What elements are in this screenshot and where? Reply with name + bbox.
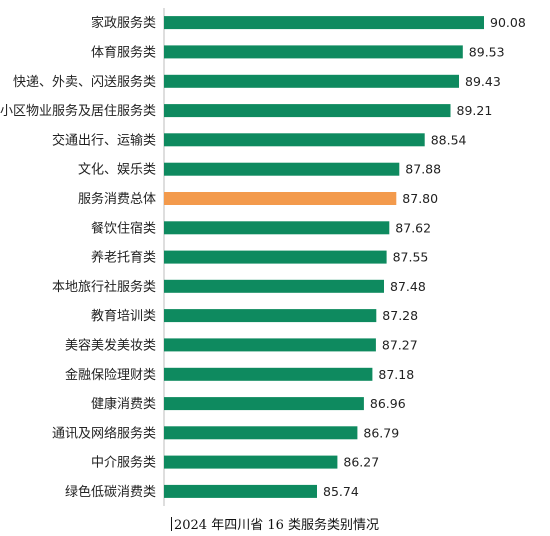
bar-3 bbox=[164, 74, 459, 88]
value-label: 87.55 bbox=[393, 250, 429, 265]
bar-8 bbox=[164, 221, 390, 235]
value-label: 86.27 bbox=[343, 455, 379, 470]
value-label: 87.28 bbox=[382, 308, 418, 323]
value-label: 87.18 bbox=[378, 367, 414, 382]
category-label: 美容美发美妆类 bbox=[65, 337, 156, 353]
value-label: 90.08 bbox=[490, 15, 526, 30]
category-label: 餐饮住宿类 bbox=[91, 220, 156, 236]
bar-4 bbox=[164, 104, 451, 118]
bar-17 bbox=[164, 484, 317, 498]
category-label: 绿色低碳消费类 bbox=[65, 484, 156, 500]
value-label: 87.48 bbox=[390, 279, 426, 294]
value-label: 86.79 bbox=[363, 425, 399, 440]
bar-12 bbox=[164, 338, 376, 352]
bar-9 bbox=[164, 250, 387, 264]
chart-title-text: 2024 年四川省 16 类服务类别情况 bbox=[173, 518, 380, 533]
bar-15 bbox=[164, 426, 358, 440]
chart-title: 2024 年四川省 16 类服务类别情况 bbox=[0, 514, 550, 533]
bar-2 bbox=[164, 45, 463, 59]
bar-13 bbox=[164, 367, 373, 381]
bar-7 bbox=[164, 192, 397, 205]
category-label: 交通出行、运输类 bbox=[52, 132, 156, 148]
value-label: 85.74 bbox=[323, 484, 359, 499]
bar-chart: 家政服务类体育服务类快递、外卖、闪送服务类小区物业服务及居住服务类交通出行、运输… bbox=[0, 8, 526, 506]
value-label: 87.27 bbox=[382, 337, 418, 352]
value-label: 89.21 bbox=[457, 103, 493, 118]
value-label: 87.62 bbox=[395, 220, 431, 235]
value-label: 89.53 bbox=[469, 44, 505, 59]
category-label: 家政服务类 bbox=[91, 15, 156, 31]
category-label: 养老托育类 bbox=[91, 250, 156, 266]
category-label: 健康消费类 bbox=[91, 396, 156, 412]
bar-6 bbox=[164, 162, 400, 176]
bar-16 bbox=[164, 455, 338, 469]
category-label: 本地旅行社服务类 bbox=[52, 279, 156, 295]
value-label: 89.43 bbox=[465, 74, 501, 89]
value-label: 86.96 bbox=[370, 396, 406, 411]
category-label: 小区物业服务及居住服务类 bbox=[0, 103, 156, 119]
value-label: 88.54 bbox=[431, 132, 467, 147]
category-label: 快递、外卖、闪送服务类 bbox=[13, 74, 156, 90]
category-label: 通讯及网络服务类 bbox=[52, 425, 156, 441]
category-label: 文化、娱乐类 bbox=[78, 163, 156, 178]
bar-11 bbox=[164, 309, 377, 323]
category-label: 金融保险理财类 bbox=[65, 367, 156, 383]
category-label: 服务消费总体 bbox=[78, 191, 156, 207]
bar-5 bbox=[164, 133, 425, 147]
bar-1 bbox=[164, 16, 484, 30]
value-label: 87.88 bbox=[405, 162, 441, 177]
value-label: 87.80 bbox=[402, 191, 438, 206]
category-label: 体育服务类 bbox=[91, 44, 156, 60]
bar-14 bbox=[164, 397, 364, 411]
category-label: 教育培训类 bbox=[91, 308, 156, 324]
category-label: 中介服务类 bbox=[91, 455, 156, 471]
bar-10 bbox=[164, 279, 384, 293]
